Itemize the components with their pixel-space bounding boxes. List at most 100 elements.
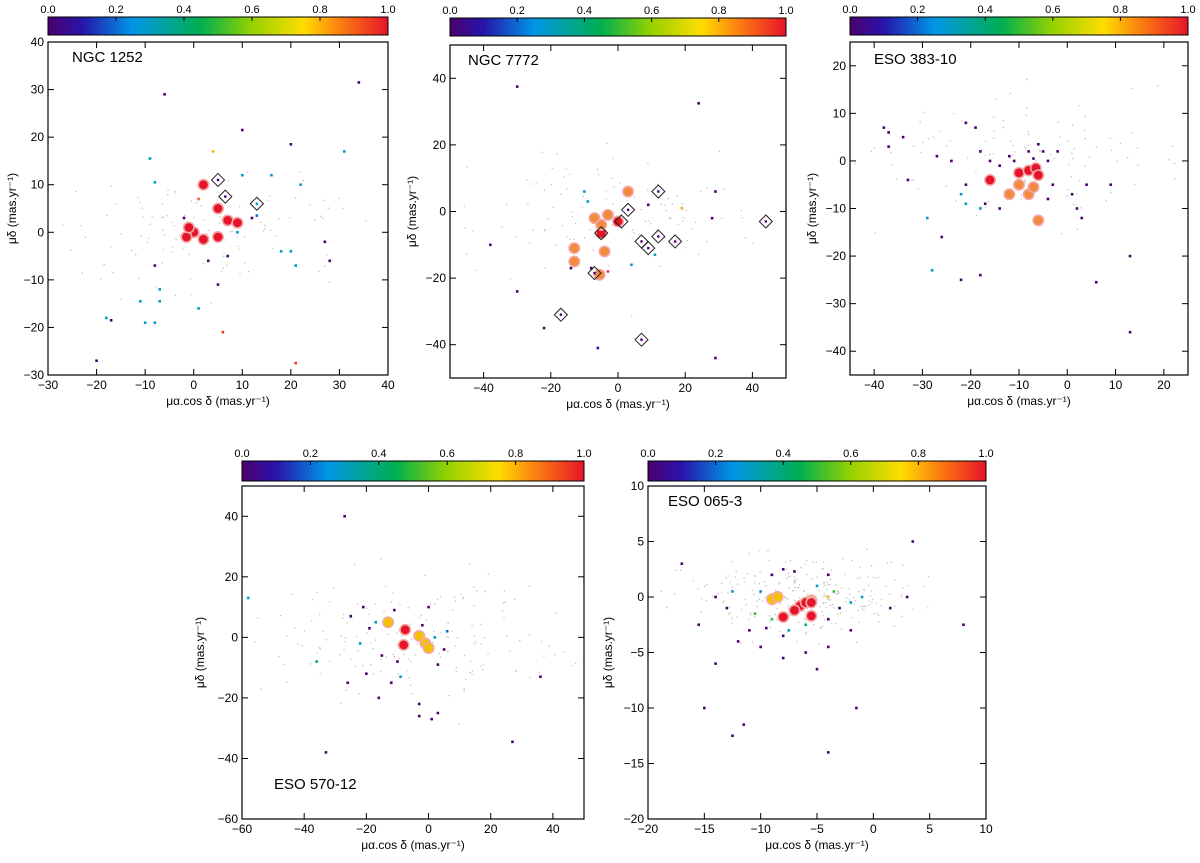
field-star	[403, 653, 405, 656]
star-marker	[289, 250, 293, 253]
field-star	[120, 298, 122, 301]
field-star	[103, 263, 105, 266]
field-star	[365, 220, 367, 222]
field-star	[166, 215, 168, 217]
field-star	[302, 179, 304, 182]
field-star	[779, 582, 781, 584]
member-star	[568, 242, 581, 255]
star-marker	[589, 266, 593, 270]
field-star	[574, 662, 577, 664]
field-star	[471, 673, 473, 676]
field-star	[769, 575, 771, 577]
field-star	[831, 603, 834, 606]
x-tick-label: −60	[232, 822, 253, 836]
field-star	[670, 217, 672, 220]
field-star	[395, 632, 398, 634]
field-star	[1068, 164, 1070, 166]
field-star	[475, 269, 477, 272]
field-star	[366, 607, 368, 609]
x-tick-label: −30	[38, 378, 59, 392]
star-marker	[770, 573, 774, 577]
field-star	[863, 589, 865, 591]
field-star	[703, 585, 706, 588]
field-star	[857, 577, 859, 580]
field-star	[684, 247, 687, 249]
colorbar-tick-label: 0.0	[640, 448, 655, 460]
diamond-marker	[593, 225, 609, 241]
field-star	[597, 173, 600, 176]
field-star	[850, 559, 853, 562]
colorbar-tick-label: 0.2	[510, 5, 525, 17]
star-marker	[358, 642, 362, 645]
field-star	[854, 163, 856, 165]
field-star	[797, 621, 800, 624]
field-star	[328, 660, 331, 663]
field-star	[294, 627, 296, 630]
colorbar-tick-label: 0.6	[644, 5, 659, 17]
field-star	[409, 684, 412, 686]
member-star	[221, 214, 234, 227]
field-star	[438, 652, 441, 655]
field-star	[605, 190, 608, 192]
field-star	[1126, 157, 1129, 159]
field-star	[871, 598, 874, 601]
field-star	[463, 689, 465, 692]
star-marker	[703, 706, 706, 710]
colorbar-tick-label: 0.2	[708, 448, 723, 460]
star-marker	[1109, 183, 1113, 187]
y-tick-label: 0	[439, 205, 446, 219]
field-star	[874, 232, 877, 234]
star-marker	[389, 681, 393, 685]
field-star	[311, 599, 314, 601]
field-star	[340, 702, 342, 705]
field-star	[664, 237, 666, 239]
field-star	[1109, 137, 1111, 139]
field-star	[789, 575, 791, 578]
field-star	[171, 246, 174, 248]
field-star	[266, 199, 268, 201]
field-star	[1168, 159, 1170, 161]
field-star	[263, 228, 266, 230]
field-star	[831, 622, 833, 625]
field-star	[787, 598, 789, 600]
field-star	[975, 214, 978, 217]
field-star	[656, 188, 658, 190]
field-star	[366, 632, 368, 634]
field-star	[837, 590, 839, 592]
star-marker	[399, 675, 402, 679]
field-star	[671, 203, 674, 205]
y-tick-label: −40	[826, 344, 847, 358]
field-star	[466, 166, 468, 168]
field-star	[900, 595, 902, 598]
field-star	[611, 203, 614, 205]
field-star	[787, 604, 790, 607]
star-marker	[815, 584, 819, 588]
field-star	[222, 255, 225, 258]
field-star	[605, 198, 607, 200]
field-star	[839, 612, 842, 614]
field-star	[854, 600, 856, 602]
field-star	[527, 202, 529, 205]
field-star	[912, 608, 915, 611]
field-star	[902, 586, 904, 589]
field-star	[805, 633, 807, 635]
x-tick-label: −20	[961, 378, 982, 392]
field-star	[619, 182, 621, 184]
field-star	[439, 656, 442, 658]
field-star	[1027, 130, 1029, 133]
y-tick-label: −20	[218, 691, 239, 705]
field-star	[1066, 189, 1069, 191]
field-star	[794, 599, 796, 602]
field-star	[368, 613, 371, 615]
field-star	[472, 230, 474, 232]
star-marker	[396, 660, 399, 663]
field-star	[870, 565, 873, 567]
field-star	[469, 562, 471, 565]
star-marker	[742, 723, 746, 726]
field-star	[823, 582, 825, 585]
diamond-marker	[651, 229, 666, 244]
field-star	[756, 600, 758, 602]
field-star	[1095, 146, 1098, 148]
field-star	[835, 584, 837, 586]
field-star	[796, 578, 798, 580]
